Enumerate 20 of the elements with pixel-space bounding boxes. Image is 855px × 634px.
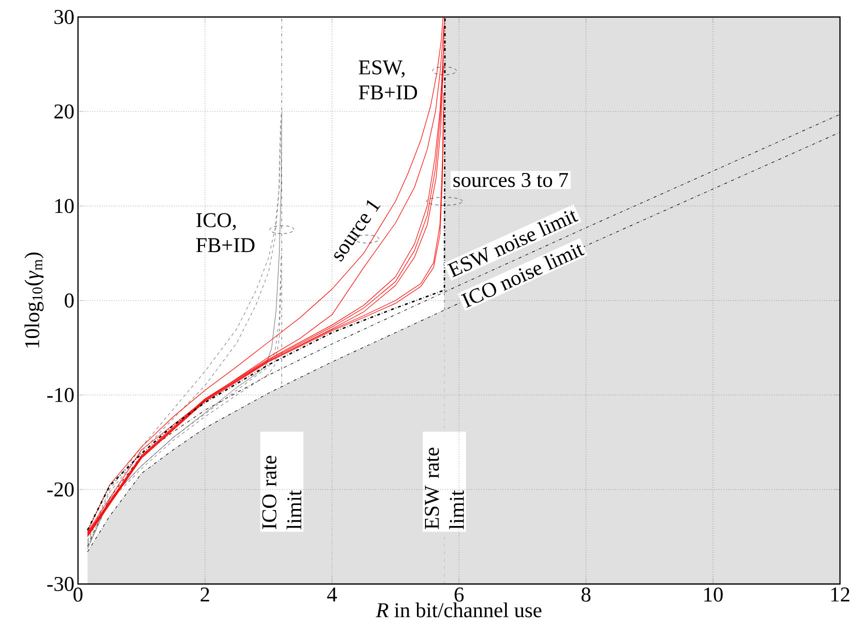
y-tick-label: -30 [47, 576, 74, 592]
y-tick-label: 20 [54, 104, 74, 119]
ref-line-label: ESW rate limit [424, 448, 464, 530]
x-tick-label: 4 [327, 588, 337, 602]
x-tick-label: 12 [831, 588, 850, 602]
ref-line-label: ICO rate limit [262, 456, 302, 530]
x-tick-label: 10 [704, 588, 723, 602]
y-tick-label: -10 [47, 388, 74, 402]
annotation: ICO, FB+ID [196, 213, 254, 252]
y-tick-label: 30 [54, 10, 74, 24]
y-tick-label: 10 [55, 198, 74, 214]
y-tick-label: -20 [47, 482, 74, 497]
y-axis-title: 10log$_{10}$(γ$_{m}$) [24, 252, 44, 348]
x-tick-label: 8 [582, 588, 590, 602]
annotation: ESW, FB+ID [358, 60, 418, 100]
x-tick-label: 6 [454, 588, 464, 602]
x-axis-title: R in bit/channel use [376, 602, 542, 618]
y-tick-label: 0 [64, 293, 74, 308]
annotation: sources 3 to 7 [453, 172, 568, 188]
x-tick-label: 2 [200, 588, 210, 602]
